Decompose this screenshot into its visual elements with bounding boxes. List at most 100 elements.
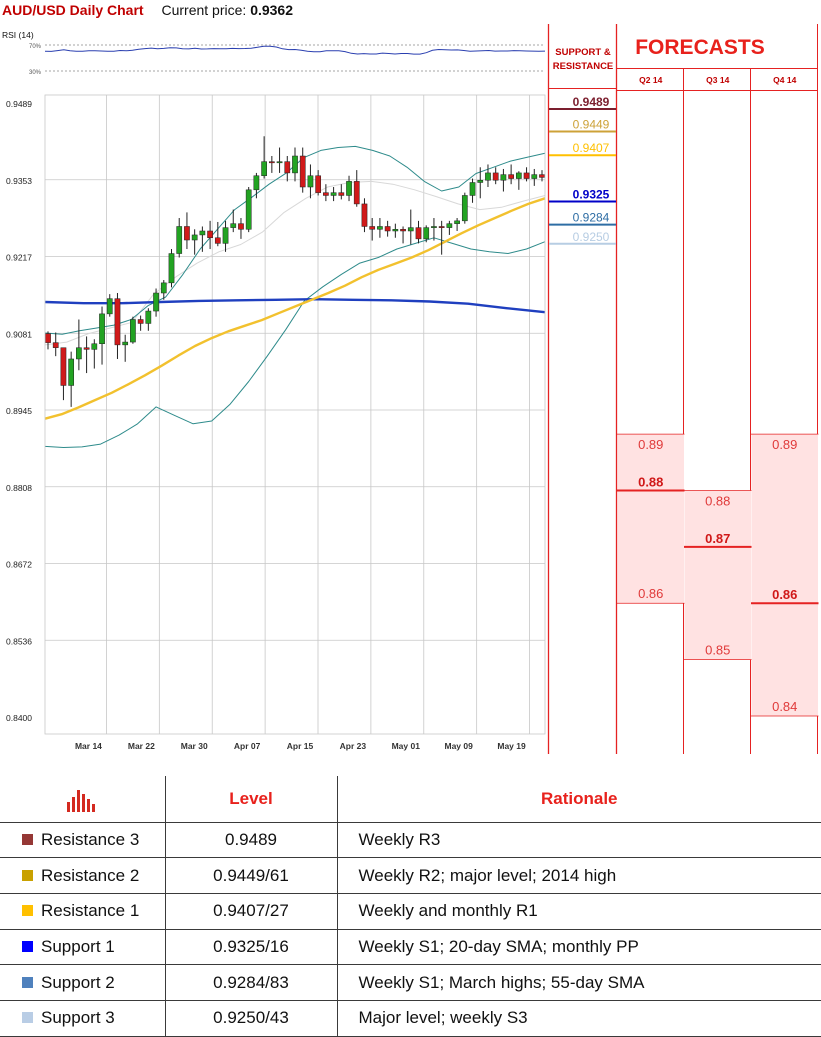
bollinger-lower-line bbox=[44, 237, 546, 448]
candle-body bbox=[485, 172, 491, 181]
candle-body bbox=[523, 172, 530, 179]
table-row: Resistance 2 0.9449/61 Weekly R2; major … bbox=[0, 857, 821, 894]
forecasts-panel: FORECASTS 0.89 0.88 0.86 Q2 14 0.88 0.87 0.85 Q… bbox=[617, 24, 819, 754]
candle-body bbox=[477, 179, 484, 183]
candle-body bbox=[60, 347, 67, 386]
candle-body bbox=[346, 181, 352, 196]
forecast-high-label: 0.88 bbox=[705, 493, 730, 508]
candle-body bbox=[114, 298, 121, 346]
candle-body bbox=[531, 174, 538, 179]
candle-body bbox=[214, 237, 221, 244]
x-tick-label: May 19 bbox=[497, 741, 526, 751]
forecast-quarter-header: Q4 14 bbox=[773, 75, 796, 85]
candle-body bbox=[68, 358, 75, 386]
candle-body bbox=[446, 223, 453, 228]
rsi-lower-label: 30% bbox=[29, 70, 42, 76]
plot-frame bbox=[44, 94, 546, 735]
forecast-columns: 0.89 0.88 0.86 Q2 14 0.88 0.87 0.85 Q3 14 0.89 0.… bbox=[617, 75, 819, 717]
row-name-cell: Support 2 bbox=[0, 964, 166, 1001]
candle-body bbox=[99, 313, 105, 345]
y-tick-label: 0.8400 bbox=[6, 713, 32, 723]
row-name: Resistance 2 bbox=[41, 865, 140, 885]
x-tick-label: Apr 07 bbox=[234, 741, 261, 751]
forecast-quarter-header: Q2 14 bbox=[639, 75, 662, 85]
candle-body bbox=[122, 341, 129, 346]
row-level: 0.9325/16 bbox=[165, 929, 338, 966]
y-tick-label: 0.8672 bbox=[6, 560, 32, 570]
candle-body bbox=[377, 226, 383, 230]
rsi-label: RSI (14) bbox=[2, 30, 34, 40]
candle-body bbox=[323, 192, 329, 196]
candle-body bbox=[145, 310, 152, 324]
candle-body bbox=[261, 161, 267, 176]
row-name-cell: Resistance 2 bbox=[0, 857, 166, 894]
x-tick-label: May 01 bbox=[392, 741, 421, 751]
current-price-label: Current price: bbox=[161, 2, 247, 18]
row-name-cell: Support 3 bbox=[0, 1000, 166, 1037]
forecast-quarter-header: Q3 14 bbox=[706, 75, 729, 85]
row-level: 0.9489 bbox=[165, 822, 338, 859]
forecast-range-band bbox=[617, 434, 684, 604]
sr-levels: 0.9489 0.9449 0.9407 0.9325 0.9284 0.9250 bbox=[549, 95, 616, 245]
resistance-1-swatch bbox=[22, 905, 33, 917]
sr-level-label: 0.9489 bbox=[573, 95, 610, 109]
rsi-line bbox=[44, 45, 546, 55]
forecast-high-label: 0.89 bbox=[772, 437, 797, 452]
support-1-swatch bbox=[22, 940, 33, 952]
candle-body bbox=[384, 226, 391, 232]
current-price-value: 0.9362 bbox=[250, 2, 294, 18]
candle-body bbox=[353, 181, 360, 205]
candle-body bbox=[176, 226, 183, 254]
sr-header-line1: SUPPORT & bbox=[555, 47, 611, 58]
table-row: Support 2 0.9284/83 Weekly S1; March hig… bbox=[0, 964, 821, 1001]
forecasts-title: FORECASTS bbox=[635, 36, 765, 59]
forecast-high-label: 0.89 bbox=[638, 437, 663, 452]
candle-body bbox=[315, 175, 322, 193]
sr-level-label: 0.9449 bbox=[573, 118, 610, 132]
row-name-cell: Resistance 3 bbox=[0, 822, 166, 859]
support-3-swatch bbox=[22, 1012, 33, 1024]
candle-body bbox=[461, 195, 468, 222]
row-name: Support 3 bbox=[41, 1008, 115, 1028]
row-rationale: Weekly S1; March highs; 55-day SMA bbox=[337, 964, 821, 1001]
candle-body bbox=[230, 223, 237, 228]
table-row: Support 3 0.9250/43 Major level; weekly … bbox=[0, 1000, 821, 1037]
candle-body bbox=[431, 226, 437, 228]
sr-level-label: 0.9407 bbox=[573, 141, 610, 155]
row-level: 0.9284/83 bbox=[165, 964, 338, 1001]
candle-body bbox=[299, 155, 306, 188]
row-name: Support 2 bbox=[41, 972, 115, 992]
rsi-panel: RSI (14) 70% 30% bbox=[2, 30, 546, 76]
support-2-swatch bbox=[22, 976, 33, 988]
candle-body bbox=[268, 161, 275, 164]
candle-body bbox=[338, 192, 345, 196]
candle-body bbox=[137, 319, 144, 324]
monthly-moving-average-line bbox=[44, 197, 546, 420]
row-rationale: Major level; weekly S3 bbox=[337, 1000, 821, 1037]
row-name: Resistance 3 bbox=[41, 829, 140, 849]
x-tick-label: Apr 15 bbox=[287, 741, 314, 751]
sr-level-label: 0.9325 bbox=[573, 187, 610, 201]
table-row: Resistance 3 0.9489 Weekly R3 bbox=[0, 822, 821, 859]
row-rationale: Weekly R3 bbox=[337, 822, 821, 859]
candle-body bbox=[407, 227, 414, 232]
x-tick-label: Mar 30 bbox=[181, 741, 208, 751]
candle-body bbox=[469, 182, 476, 196]
y-tick-label: 0.8808 bbox=[6, 483, 32, 493]
forecast-mid-label: 0.86 bbox=[772, 587, 797, 602]
candle-body bbox=[515, 172, 522, 179]
y-tick-label: 0.8536 bbox=[6, 636, 32, 646]
row-level: 0.9250/43 bbox=[165, 1000, 338, 1037]
y-tick-label: 0.9081 bbox=[6, 329, 32, 339]
forecast-mid-label: 0.88 bbox=[638, 474, 663, 489]
forecast-low-label: 0.85 bbox=[705, 643, 730, 658]
candle-body bbox=[369, 226, 376, 230]
levels-table-header: Level Rationale bbox=[0, 776, 821, 823]
x-tick-label: Mar 14 bbox=[75, 741, 102, 751]
chart-title-text: AUD/USD Daily Chart bbox=[2, 2, 144, 18]
candle-body bbox=[539, 174, 545, 178]
sr-header-line2: RESISTANCE bbox=[553, 61, 614, 72]
chart-grid bbox=[45, 95, 545, 734]
indicator-lines bbox=[44, 145, 546, 448]
sr-level-label: 0.9250 bbox=[573, 230, 610, 244]
